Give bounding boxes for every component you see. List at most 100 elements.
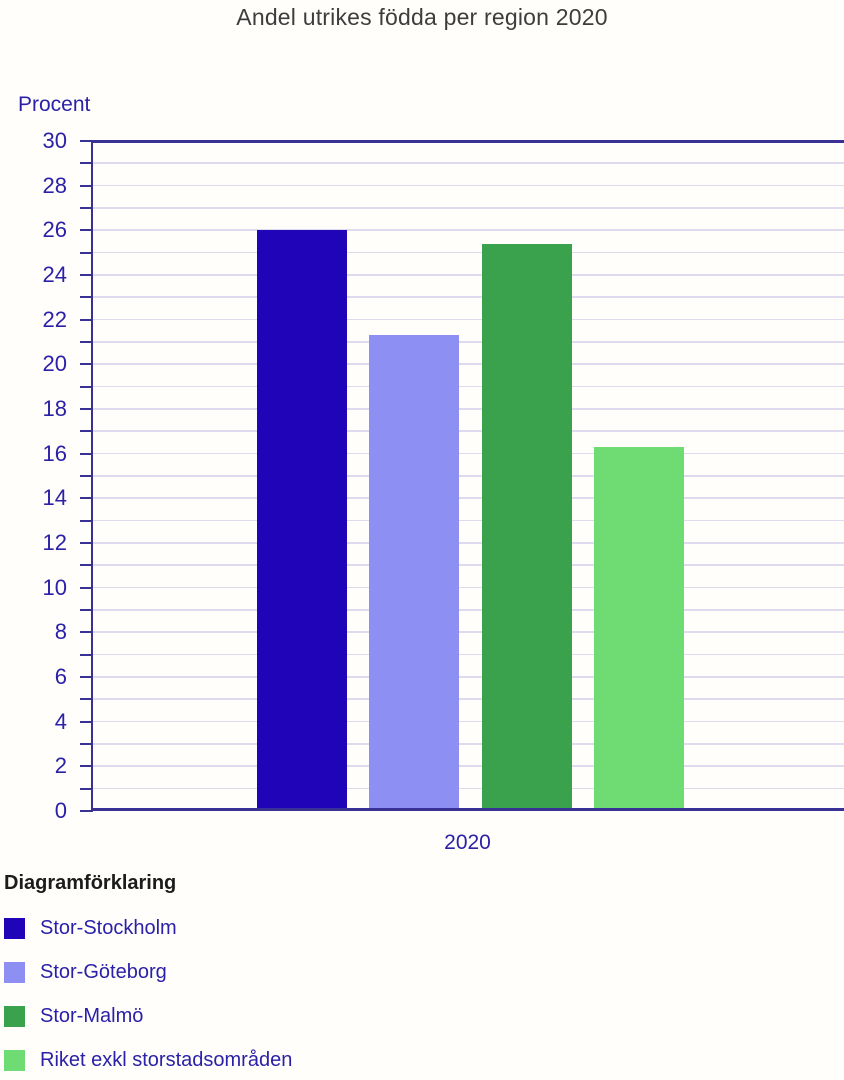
bar-stor-g-teborg — [369, 335, 460, 811]
y-tick-mark — [80, 631, 93, 634]
y-gridline — [93, 363, 844, 365]
y-tick-mark — [80, 452, 93, 455]
y-tick-mark — [80, 140, 93, 142]
y-tick-mark — [80, 318, 93, 321]
y-tick-label: 20 — [42, 351, 67, 377]
y-tick-label: 12 — [42, 530, 67, 555]
y-tick-mark — [80, 698, 93, 701]
legend-items: Stor-Stockholm Stor-Göteborg Stor-Malmö Rik… — [4, 917, 292, 1071]
y-gridline — [93, 229, 844, 231]
y-gridline — [93, 475, 844, 477]
legend-label-stor-stockholm: Stor-Stockholm — [40, 916, 177, 939]
legend-item-stor-g-teborg: Stor-Göteborg — [4, 961, 292, 983]
y-gridline — [93, 207, 844, 209]
y-tick-label: 28 — [42, 172, 67, 198]
y-gridline — [93, 296, 844, 298]
y-tick-mark — [80, 609, 93, 611]
y-tick-mark — [80, 162, 93, 165]
y-tick-mark — [80, 274, 93, 276]
y-gridline — [93, 385, 844, 388]
y-tick-mark — [80, 385, 93, 388]
y-gridline — [93, 698, 844, 700]
y-gridline — [93, 408, 844, 410]
y-gridline — [93, 720, 844, 723]
legend-label-stor-malm: Stor-Malmö — [40, 1004, 144, 1027]
legend-swatch-stor-malm — [4, 1005, 25, 1027]
legend-swatch-riket-exkl-storstadsomr-den — [4, 1049, 25, 1071]
y-tick-mark — [80, 229, 93, 232]
y-tick-mark — [80, 564, 93, 567]
y-gridline — [93, 519, 844, 522]
bar-stor-malm — [481, 243, 572, 811]
y-tick-label: 4 — [54, 708, 67, 734]
y-gridline — [93, 184, 844, 187]
y-tick-label: 30 — [42, 128, 67, 153]
y-tick-label: 26 — [42, 217, 67, 243]
y-tick-label: 10 — [42, 574, 67, 600]
y-gridline — [93, 140, 844, 143]
y-tick-label: 6 — [54, 664, 67, 689]
y-tick-mark — [80, 810, 93, 812]
y-tick-mark — [80, 765, 93, 768]
y-tick-mark — [80, 207, 93, 209]
y-gridline — [93, 452, 844, 455]
y-tick-mark — [80, 184, 93, 187]
y-gridline — [93, 787, 844, 790]
legend: Diagramförklaring Stor-Stockholm Stor-Göt… — [4, 872, 292, 1080]
y-tick-mark — [80, 341, 93, 343]
y-gridline — [93, 430, 844, 432]
y-tick-label: 8 — [54, 619, 67, 645]
y-tick-mark — [80, 363, 93, 366]
plot-area: 0 2 4 6 8 10 12 14 16 18 20 22 24 26 28 30 — [43, 128, 844, 823]
y-gridline — [93, 341, 844, 343]
y-tick-mark — [80, 497, 93, 500]
y-gridline — [93, 676, 844, 678]
legend-label-stor-g-teborg: Stor-Göteborg — [40, 960, 167, 983]
y-gridline — [93, 497, 844, 499]
legend-label-riket-exkl-storstadsomr-den: Riket exkl storstadsområden — [40, 1048, 293, 1071]
y-tick-mark — [80, 475, 93, 477]
y-tick-label: 22 — [42, 306, 67, 332]
x-axis-category-label: 2020 — [444, 831, 491, 854]
y-gridline — [93, 318, 844, 321]
y-tick-mark — [80, 787, 93, 790]
y-tick-label: 2 — [54, 753, 67, 779]
chart-title: Andel utrikes födda per region 2020 — [236, 4, 608, 30]
legend-title: Diagramförklaring — [4, 872, 177, 894]
y-tick-mark — [80, 720, 93, 723]
y-tick-mark — [80, 743, 93, 745]
y-tick-mark — [80, 408, 93, 410]
y-tick-mark — [80, 519, 93, 522]
y-gridline — [93, 251, 844, 254]
y-tick-label: 18 — [42, 396, 67, 421]
x-axis-line — [93, 808, 844, 811]
y-axis-title: Procent — [18, 93, 91, 116]
y-gridline — [93, 609, 844, 611]
legend-swatch-stor-g-teborg — [4, 961, 25, 983]
y-tick-mark — [80, 430, 93, 433]
bar-riket-exkl-storstadsomr-den — [593, 446, 684, 811]
y-tick-mark — [80, 653, 93, 656]
y-gridline — [93, 631, 844, 633]
bar-stor-stockholm — [257, 230, 347, 811]
legend-item-stor-malm: Stor-Malmö — [4, 1005, 292, 1027]
y-tick-mark — [80, 586, 93, 589]
y-gridline — [93, 743, 844, 745]
y-tick-label: 0 — [54, 798, 67, 823]
legend-item-stor-stockholm: Stor-Stockholm — [4, 917, 292, 939]
y-gridline — [93, 765, 844, 767]
y-tick-mark — [80, 676, 93, 678]
y-tick-mark — [80, 542, 93, 544]
y-gridline — [93, 162, 844, 164]
y-gridline — [93, 542, 844, 544]
y-tick-label: 16 — [42, 440, 67, 466]
legend-swatch-stor-stockholm — [4, 917, 25, 939]
legend-item-riket-exkl-storstadsomr-den: Riket exkl storstadsområden — [4, 1049, 292, 1071]
y-gridline — [93, 653, 844, 656]
y-tick-mark — [80, 251, 93, 254]
y-gridline — [93, 564, 844, 566]
y-gridline — [93, 586, 844, 589]
y-gridline — [93, 274, 844, 276]
y-tick-label: 24 — [42, 262, 67, 287]
